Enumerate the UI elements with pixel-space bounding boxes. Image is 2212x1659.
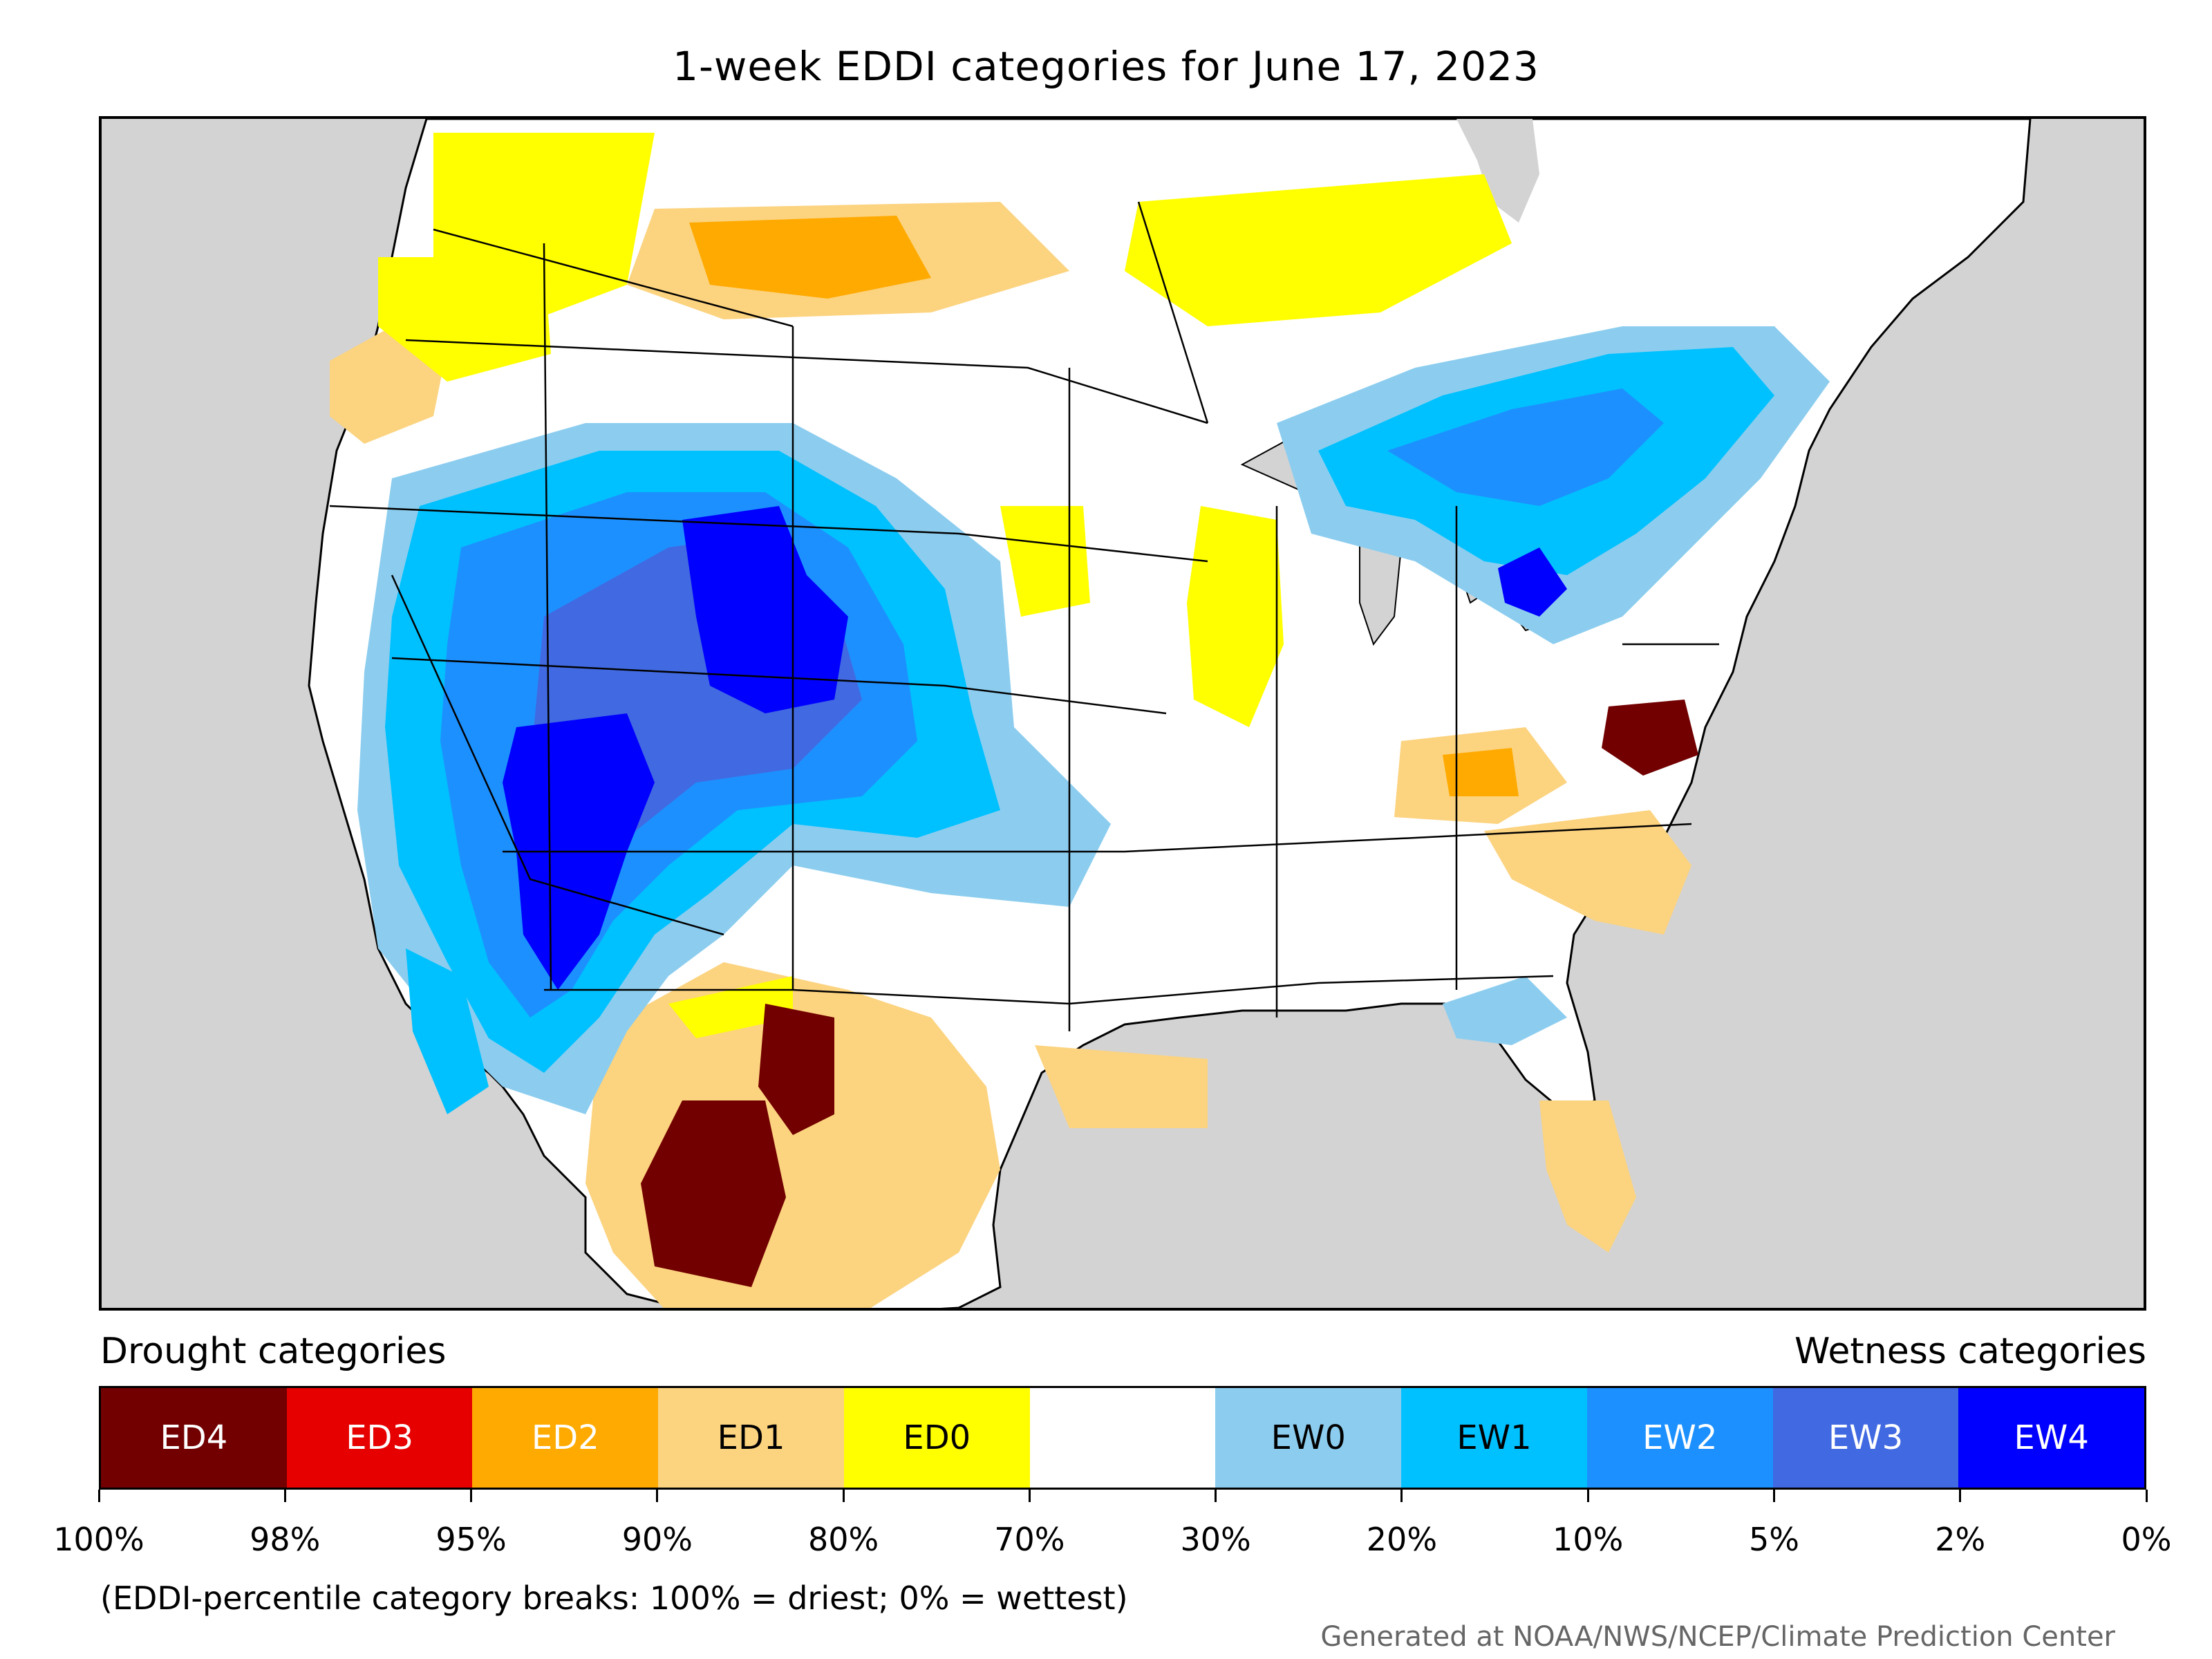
legend-tick-label: 2% <box>1935 1521 1986 1558</box>
legend-tick <box>1400 1490 1403 1502</box>
dryness-canada-ed0-east <box>1125 174 1512 326</box>
legend-tick <box>842 1490 845 1502</box>
legend-colorbar: ED4 ED3 ED2 ED1 ED0 EW0 EW1 EW2 EW3 EW4 <box>99 1386 2146 1490</box>
legend-tick <box>470 1490 473 1502</box>
legend-tick-label: 98% <box>250 1521 321 1558</box>
legend-tick-label: 10% <box>1553 1521 1624 1558</box>
legend-tick <box>1959 1490 1962 1502</box>
eddi-map <box>99 116 2146 1311</box>
drought-zone-southwest-ed4 <box>641 1100 786 1287</box>
state-boundaries <box>329 201 1719 1031</box>
legend-segment-ed2: ED2 <box>472 1388 659 1488</box>
map-title: 1-week EDDI categories for June 17, 2023 <box>673 43 1539 90</box>
wetness-zone-georgia-ew0 <box>1443 976 1567 1045</box>
drought-zone-virginia-ed4 <box>1602 700 1698 776</box>
legend-tick <box>1772 1490 1775 1502</box>
legend-tick-label: 0% <box>2121 1521 2172 1558</box>
legend-segment-ed4: ED4 <box>101 1388 287 1488</box>
legend-segment-ew1: EW1 <box>1401 1388 1587 1488</box>
legend-segment-ew3: EW3 <box>1772 1388 1959 1488</box>
legend-segment-ew0: EW0 <box>1215 1388 1402 1488</box>
drought-zone-ohio-valley-ed2 <box>1443 748 1519 796</box>
legend-segment-ew2: EW2 <box>1586 1388 1773 1488</box>
wetness-zone-rockies-ew4 <box>682 506 848 713</box>
legend-tick <box>97 1490 100 1502</box>
legend-tick-label: 20% <box>1366 1521 1438 1558</box>
drought-zone-carolinas <box>1484 810 1691 935</box>
wetness-categories-header: Wetness categories <box>1794 1331 2146 1372</box>
drought-categories-header: Drought categories <box>100 1331 447 1372</box>
dryness-dakotas-ed0 <box>1000 506 1090 617</box>
dryness-pacific-nw <box>378 257 551 382</box>
dryness-midwest-ed0 <box>1187 506 1284 727</box>
legend-tick-label: 95% <box>435 1521 507 1558</box>
legend-tick-label: 5% <box>1748 1521 1799 1558</box>
wetness-zone-michigan-ew4 <box>1498 547 1567 617</box>
credit-line: Generated at NOAA/NWS/NCEP/Climate Predi… <box>1320 1621 2115 1653</box>
legend-tick-label: 100% <box>53 1521 144 1558</box>
legend-segment-ed1: ED1 <box>658 1388 844 1488</box>
wetness-zone-baja-ew1 <box>406 948 489 1114</box>
legend-tick <box>283 1490 286 1502</box>
drought-zone-canada-ed2-core <box>689 216 931 299</box>
legend-tick-label: 70% <box>994 1521 1065 1558</box>
legend-segment-normal <box>1029 1388 1216 1488</box>
james-bay <box>1456 119 1539 223</box>
footnote: (EDDI-percentile category breaks: 100% =… <box>100 1580 1128 1617</box>
dryness-southwest-ed0 <box>668 976 793 1038</box>
legend-tick-label: 90% <box>621 1521 693 1558</box>
legend-tick <box>1586 1490 1589 1502</box>
legend-tick <box>2145 1490 2148 1502</box>
map-canvas <box>308 119 2032 1308</box>
legend-tick <box>1028 1490 1031 1502</box>
drought-zone-florida-ed1 <box>1539 1100 1636 1253</box>
legend-tick-label: 80% <box>807 1521 879 1558</box>
legend-segment-ed0: ED0 <box>843 1388 1030 1488</box>
legend-tick <box>1215 1490 1217 1502</box>
legend-tick <box>656 1490 659 1502</box>
legend-segment-ed3: ED3 <box>286 1388 473 1488</box>
drought-zone-gulf-ed1 <box>1035 1045 1208 1128</box>
legend-tick-label: 30% <box>1180 1521 1251 1558</box>
legend-ticks <box>97 1490 2148 1503</box>
legend-segment-ew4: EW4 <box>1958 1388 2145 1488</box>
drought-zone-trans-pecos-ed4 <box>758 1004 834 1135</box>
wetness-zone-northeast-ew2 <box>1387 388 1664 506</box>
